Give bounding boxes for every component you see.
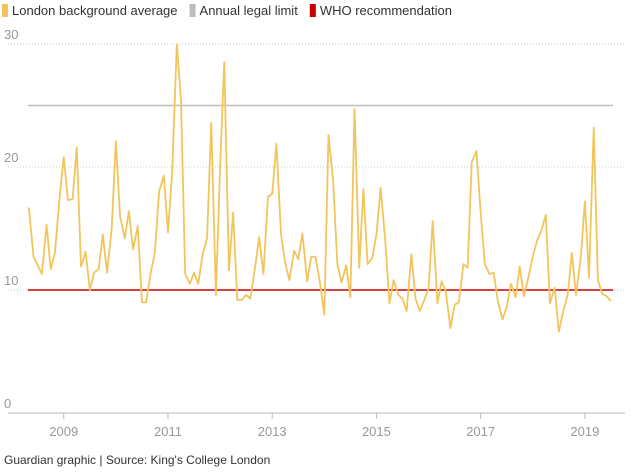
x-tick-label: 2017 xyxy=(466,424,495,439)
y-tick-label: 30 xyxy=(4,27,18,42)
y-tick-label: 0 xyxy=(4,396,11,411)
legend-label: London background average xyxy=(12,3,178,18)
source-note: Guardian graphic | Source: King's Colleg… xyxy=(4,453,270,467)
x-tick-label: 2019 xyxy=(570,424,599,439)
legend-swatch xyxy=(189,4,196,17)
y-tick-label: 20 xyxy=(4,150,18,165)
legend-label: WHO recommendation xyxy=(320,3,452,18)
x-tick-label: 2009 xyxy=(49,424,78,439)
legend-swatch xyxy=(309,4,316,17)
legend-swatch xyxy=(2,4,8,17)
y-tick-label: 10 xyxy=(4,273,18,288)
legend-label: Annual legal limit xyxy=(200,3,299,18)
x-tick-label: 2011 xyxy=(154,424,182,439)
x-tick-label: 2013 xyxy=(258,424,287,439)
series-line xyxy=(27,43,612,333)
x-tick-label: 2015 xyxy=(362,424,391,439)
